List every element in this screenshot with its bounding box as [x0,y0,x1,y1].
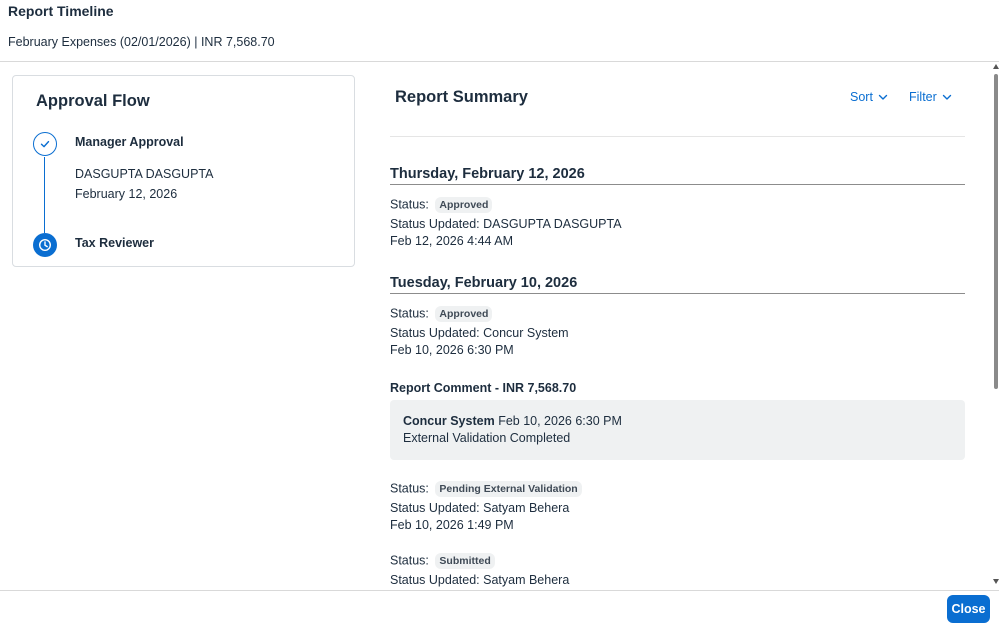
close-button[interactable]: Close [947,595,990,623]
clock-icon [38,238,52,252]
dialog-header: Report Timeline February Expenses (02/01… [0,0,999,62]
sort-label: Sort [850,90,873,104]
dialog-footer: Close [0,590,999,624]
chevron-down-icon [878,94,888,100]
step-connector [44,157,45,233]
sort-button[interactable]: Sort [850,90,888,104]
status-label: Status: [390,197,429,212]
status-label: Status: [390,306,429,321]
status-updated-by: Status Updated: DASGUPTA DASGUPTA [390,217,622,231]
comment-timestamp: Feb 10, 2026 6:30 PM [498,414,622,428]
status-row: Status: Submitted [390,553,495,569]
date-heading: Tuesday, February 10, 2026 [390,275,965,294]
report-summary-title: Report Summary [395,88,528,106]
approval-flow-title: Approval Flow [36,92,150,110]
status-badge: Approved [435,197,493,213]
step-approver-name: DASGUPTA DASGUPTA [75,167,214,181]
status-badge: Submitted [435,553,495,569]
filter-label: Filter [909,90,937,104]
dialog-title: Report Timeline [8,3,114,19]
report-comment-label: Report Comment - INR 7,568.70 [390,381,577,395]
vertical-scrollbar[interactable] [993,62,999,590]
step-approval-date: February 12, 2026 [75,187,178,201]
step-label-manager-approval: Manager Approval [75,135,184,149]
step-current-indicator [33,233,57,257]
comment-box: Concur System Feb 10, 2026 6:30 PM Exter… [390,400,965,460]
comment-text: External Validation Completed [403,431,571,445]
comment-author: Concur System [403,414,495,428]
status-updated-by: Status Updated: Concur System [390,326,569,340]
status-timestamp: Feb 12, 2026 4:44 AM [390,234,514,248]
scroll-down-arrow-icon[interactable] [993,579,999,584]
report-subtitle: February Expenses (02/01/2026) | INR 7,5… [8,35,275,49]
status-label: Status: [390,481,429,496]
check-icon [40,140,50,148]
status-label: Status: [390,553,429,568]
report-summary-panel: Report Summary Sort Filter Thursday, Feb… [390,62,965,590]
chevron-down-icon [942,94,951,100]
status-row: Status: Approved [390,306,493,322]
step-completed-indicator [33,132,57,156]
status-row: Status: Pending External Validation [390,481,582,497]
status-timestamp: Feb 10, 2026 6:30 PM [390,343,514,357]
status-updated-by: Status Updated: Satyam Behera [390,501,570,515]
date-heading: Thursday, February 12, 2026 [390,166,965,185]
scroll-up-arrow-icon[interactable] [993,64,999,69]
status-updated-by: Status Updated: Satyam Behera [390,573,570,587]
status-row: Status: Approved [390,197,493,213]
comment-header: Concur System Feb 10, 2026 6:30 PM [403,414,622,428]
status-badge: Approved [435,306,493,322]
approval-flow-card: Approval Flow Manager Approval DASGUPTA … [12,75,355,267]
filter-button[interactable]: Filter [909,90,952,104]
status-badge: Pending External Validation [435,481,582,497]
divider [390,136,965,137]
scrollbar-thumb[interactable] [994,74,998,389]
step-label-tax-reviewer: Tax Reviewer [75,236,154,250]
status-timestamp: Feb 10, 2026 1:49 PM [390,518,514,532]
